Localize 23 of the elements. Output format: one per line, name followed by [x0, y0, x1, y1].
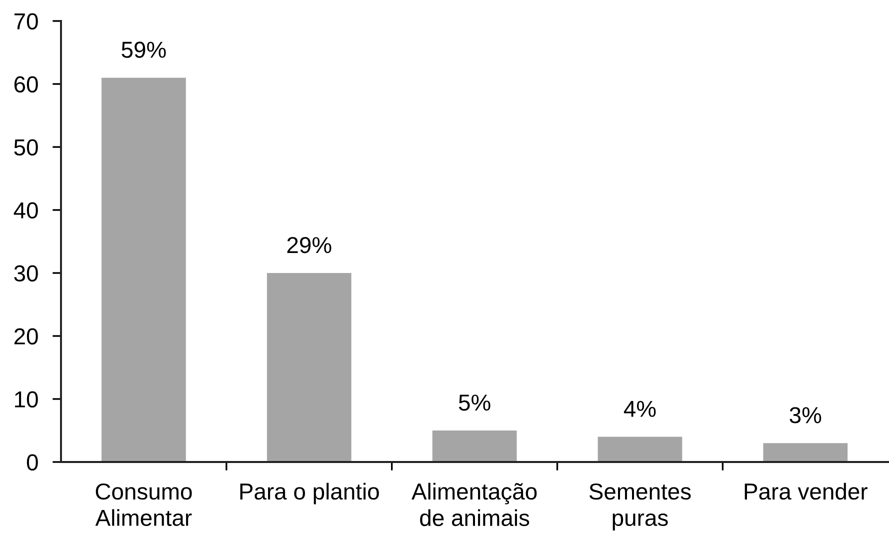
y-tick-label: 50: [14, 139, 38, 156]
bar: [432, 430, 517, 462]
x-tick-label: Sementes puras: [589, 483, 691, 531]
y-tick-label: 0: [26, 454, 38, 471]
y-tick-label: 40: [14, 202, 38, 219]
bar: [266, 273, 352, 462]
x-tick-label: Alimentação de animais: [412, 482, 537, 526]
y-tick-label: 60: [14, 76, 38, 93]
x-tick-label: Consumo Alimentar: [95, 483, 192, 526]
y-tick-label: 20: [14, 328, 38, 345]
y-tick-label: 10: [15, 391, 38, 408]
bar: [763, 443, 848, 462]
y-tick-label: 70: [14, 13, 38, 30]
annotation: 3%: [790, 407, 822, 424]
annotation: 5%: [458, 394, 490, 411]
bar: [598, 436, 682, 462]
annotation: 29%: [287, 236, 332, 254]
annotation: 4%: [624, 400, 656, 417]
annotation: 59%: [122, 42, 166, 58]
x-tick-label: Para o plantio: [240, 482, 379, 504]
y-tick-label: 30: [14, 265, 38, 282]
bar: [102, 78, 186, 462]
x-tick-label: Para vender: [744, 482, 868, 500]
